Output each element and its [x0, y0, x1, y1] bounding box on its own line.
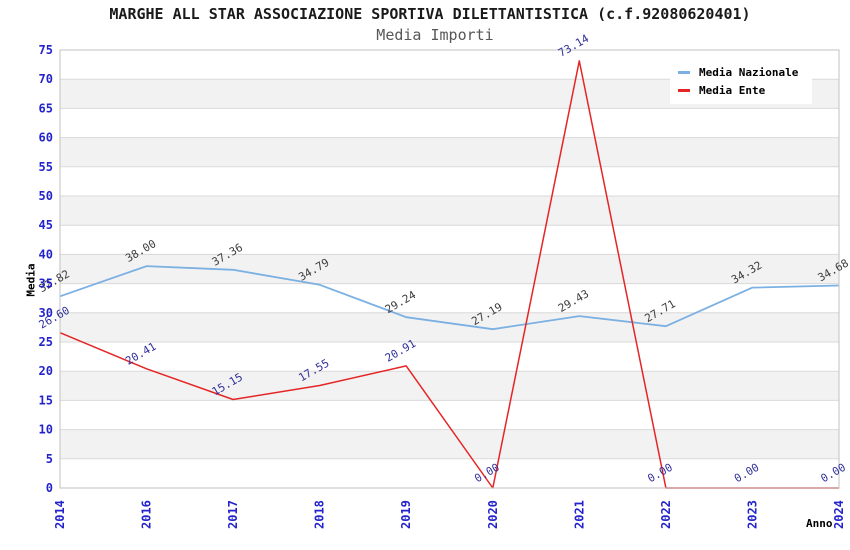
legend: Media Nazionale Media Ente — [670, 58, 812, 104]
x-tick-label: 2021 — [572, 500, 586, 529]
y-tick-label: 55 — [39, 160, 53, 174]
legend-label-ente: Media Ente — [699, 83, 766, 97]
x-tick-label: 2016 — [140, 500, 154, 529]
x-tick-label: 2020 — [486, 500, 500, 529]
grid-band — [60, 371, 839, 401]
y-tick-label: 45 — [39, 218, 53, 232]
legend-swatch-nazionale-icon — [678, 70, 690, 74]
grid-band — [60, 342, 839, 372]
grid-band — [60, 458, 839, 488]
x-axis-title: Anno — [806, 517, 833, 530]
legend-item-media-ente: Media Ente — [678, 81, 812, 99]
grid-band — [60, 400, 839, 430]
y-tick-label: 30 — [39, 306, 53, 320]
x-tick-label: 2018 — [313, 500, 327, 529]
y-axis-title: Media — [24, 263, 38, 297]
x-tick-label: 2022 — [659, 500, 673, 529]
grid-band — [60, 196, 839, 226]
legend-label-nazionale: Media Nazionale — [699, 65, 799, 79]
legend-swatch-ente-icon — [678, 88, 690, 92]
y-tick-label: 65 — [39, 101, 53, 115]
x-tick-label: 2019 — [399, 500, 413, 529]
grid-band — [60, 225, 839, 255]
legend-item-media-nazionale: Media Nazionale — [678, 63, 812, 81]
grid-band — [60, 429, 839, 459]
y-tick-label: 0 — [46, 481, 53, 495]
y-tick-label: 25 — [39, 335, 53, 349]
x-tick-label: 2014 — [53, 500, 67, 529]
chart-subtitle: Media Importi — [376, 26, 494, 44]
series-line-media-nazionale — [59, 265, 840, 331]
plot-border — [59, 49, 840, 489]
y-tick-label: 50 — [39, 189, 53, 203]
grid-band — [60, 283, 839, 313]
grid-band — [60, 137, 839, 167]
y-tick-label: 40 — [39, 247, 53, 261]
grid-band — [60, 312, 839, 342]
grid-band — [60, 166, 839, 196]
y-tick-label: 15 — [39, 393, 53, 407]
y-tick-label: 75 — [39, 43, 53, 57]
y-tick-label: 35 — [39, 277, 53, 291]
x-tick-label: 2017 — [226, 500, 240, 529]
y-tick-label: 60 — [39, 131, 53, 145]
y-tick-label: 20 — [39, 364, 53, 378]
y-tick-label: 70 — [39, 72, 53, 86]
chart-title: MARGHE ALL STAR ASSOCIAZIONE SPORTIVA DI… — [109, 5, 751, 23]
y-tick-label: 10 — [39, 423, 53, 437]
grid-band — [60, 108, 839, 138]
x-tick-label: 2024 — [832, 500, 846, 529]
grid-band — [60, 254, 839, 284]
x-tick-label: 2023 — [745, 500, 759, 529]
y-tick-label: 5 — [46, 452, 53, 466]
